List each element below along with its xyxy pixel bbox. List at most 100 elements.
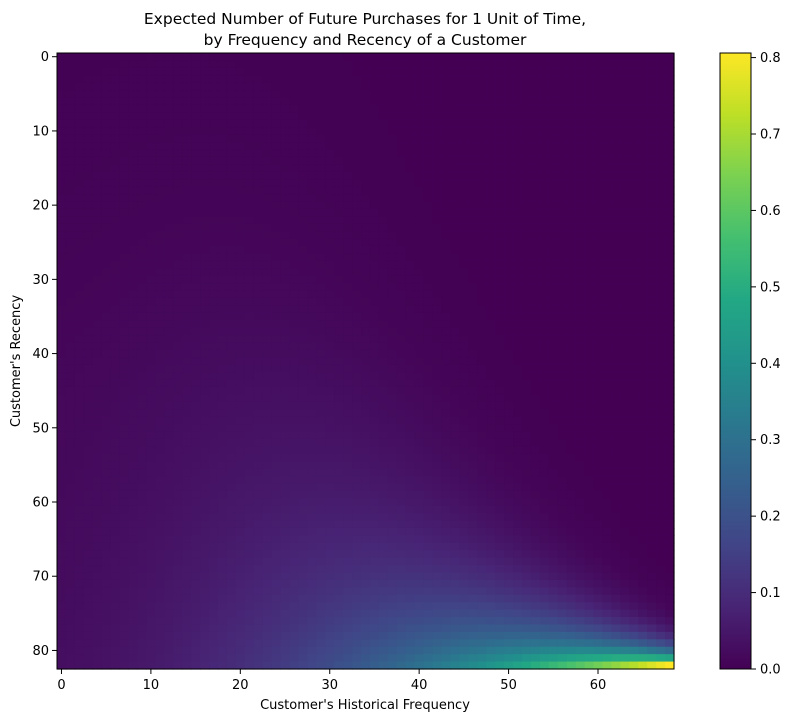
- heatmap-cell: [325, 223, 335, 232]
- heatmap-cell: [343, 60, 353, 69]
- heatmap-cell: [405, 53, 416, 62]
- heatmap-cell: [182, 490, 192, 499]
- heatmap-cell: [253, 142, 264, 151]
- heatmap-cell: [575, 201, 586, 210]
- heatmap-cell: [584, 498, 595, 507]
- heatmap-cell: [155, 327, 165, 336]
- heatmap-cell: [191, 416, 201, 425]
- heatmap-cell: [316, 453, 326, 462]
- heatmap-cell: [486, 268, 496, 277]
- heatmap-cell: [513, 379, 523, 388]
- heatmap-cell: [629, 312, 639, 321]
- heatmap-cell: [271, 476, 282, 485]
- heatmap-cell: [495, 446, 505, 455]
- heatmap-cell: [361, 283, 371, 292]
- heatmap-cell: [521, 550, 532, 559]
- heatmap-cell: [57, 53, 67, 62]
- heatmap-cell: [423, 104, 434, 113]
- heatmap-cell: [584, 164, 595, 173]
- heatmap-cell: [253, 520, 264, 529]
- heatmap-cell: [316, 527, 326, 537]
- heatmap-cell: [155, 461, 165, 470]
- heatmap-cell: [539, 104, 550, 113]
- heatmap-cell: [119, 572, 130, 581]
- heatmap-cell: [262, 394, 273, 403]
- heatmap-cell: [468, 112, 478, 121]
- heatmap-cell: [405, 424, 416, 433]
- heatmap-cell: [557, 305, 568, 314]
- heatmap-cell: [92, 483, 103, 492]
- heatmap-cell: [396, 186, 407, 195]
- heatmap-cell: [110, 104, 121, 113]
- heatmap-cell: [405, 335, 416, 344]
- heatmap-cell: [611, 550, 621, 559]
- heatmap-cell: [575, 149, 586, 158]
- heatmap-cell: [253, 53, 264, 62]
- heatmap-cell: [137, 446, 148, 455]
- heatmap-cell: [244, 587, 255, 596]
- heatmap-cell: [119, 542, 130, 551]
- heatmap-cell: [513, 424, 523, 433]
- heatmap-cell: [378, 201, 389, 210]
- heatmap-cell: [584, 565, 595, 574]
- heatmap-cell: [441, 565, 452, 574]
- heatmap-cell: [244, 335, 255, 344]
- heatmap-cell: [253, 431, 264, 440]
- heatmap-cell: [414, 82, 425, 91]
- heatmap-cell: [280, 201, 291, 210]
- heatmap-cell: [209, 557, 219, 566]
- heatmap-cell: [423, 498, 434, 507]
- heatmap-cell: [173, 476, 183, 485]
- heatmap-cell: [620, 171, 630, 180]
- heatmap-cell: [459, 565, 469, 574]
- heatmap-cell: [146, 201, 156, 210]
- heatmap-cell: [101, 231, 112, 240]
- heatmap-cell: [334, 179, 344, 188]
- heatmap-cell: [477, 60, 487, 69]
- heatmap-cell: [665, 342, 675, 351]
- heatmap-cell: [405, 179, 416, 188]
- heatmap-cell: [638, 268, 648, 277]
- heatmap-cell: [343, 290, 353, 299]
- heatmap-cell: [155, 476, 165, 485]
- heatmap-cell: [656, 149, 666, 158]
- heatmap-cell: [450, 572, 460, 581]
- heatmap-cell: [352, 557, 362, 566]
- heatmap-cell: [369, 312, 380, 321]
- heatmap-cell: [369, 245, 380, 254]
- heatmap-cell: [200, 194, 210, 203]
- heatmap-cell: [146, 223, 156, 232]
- heatmap-cell: [57, 579, 67, 588]
- heatmap-cell: [423, 119, 434, 128]
- heatmap-cell: [495, 82, 505, 91]
- heatmap-cell: [369, 53, 380, 62]
- heatmap-cell: [244, 431, 255, 440]
- heatmap-cell: [235, 194, 246, 203]
- heatmap-cell: [602, 565, 612, 574]
- heatmap-cell: [602, 186, 612, 195]
- heatmap-cell: [432, 53, 443, 62]
- heatmap-cell: [217, 194, 228, 203]
- heatmap-cell: [665, 90, 675, 99]
- heatmap-cell: [57, 231, 67, 240]
- heatmap-cell: [513, 409, 523, 418]
- heatmap-cell: [584, 134, 595, 143]
- heatmap-cell: [262, 327, 273, 336]
- heatmap-cell: [602, 327, 612, 336]
- heatmap-cell: [262, 208, 273, 217]
- heatmap-cell: [83, 357, 94, 366]
- heatmap-cell: [182, 565, 192, 574]
- heatmap-cell: [361, 372, 371, 381]
- heatmap-cell: [334, 386, 344, 395]
- heatmap-cell: [92, 513, 103, 522]
- heatmap-cell: [378, 142, 389, 151]
- heatmap-cell: [378, 357, 389, 366]
- heatmap-cell: [226, 542, 237, 551]
- heatmap-cell: [271, 201, 282, 210]
- heatmap-cell: [593, 342, 604, 351]
- heatmap-cell: [74, 349, 85, 358]
- heatmap-cell: [316, 104, 326, 113]
- heatmap-cell: [226, 283, 237, 292]
- heatmap-cell: [217, 372, 228, 381]
- heatmap-cell: [423, 520, 434, 529]
